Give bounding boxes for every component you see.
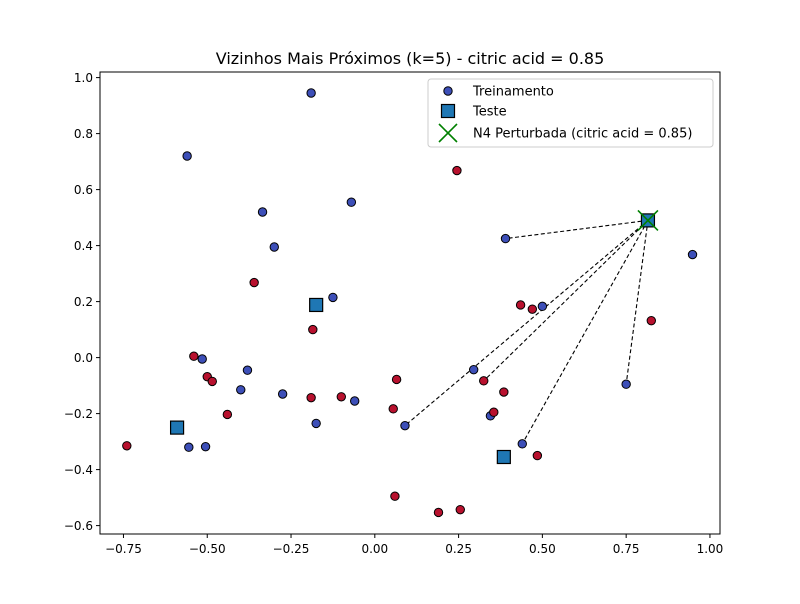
training-point [687, 249, 698, 260]
x-tick-label: 0.75 [613, 542, 640, 556]
training-point [222, 409, 233, 420]
test-point [169, 420, 185, 435]
y-tick-label: −0.2 [64, 407, 93, 421]
training-point [515, 300, 526, 310]
training-point [236, 385, 246, 395]
training-point [517, 439, 527, 449]
training-point [277, 389, 288, 399]
training-point [311, 418, 321, 429]
legend-label: Teste [472, 105, 507, 120]
training-point [328, 292, 338, 303]
plot-frame [99, 71, 721, 535]
training-point [452, 165, 462, 176]
training-point [532, 450, 543, 461]
y-tick-label: 1.0 [74, 71, 93, 85]
legend-marker-test [440, 103, 456, 119]
training-point [500, 233, 511, 244]
training-point [242, 365, 253, 375]
perturbed-point [637, 209, 659, 231]
training-point [433, 507, 444, 518]
training-point [257, 207, 268, 217]
training-point [269, 242, 279, 252]
training-point [308, 324, 318, 335]
x-tick-label: 0.25 [445, 542, 472, 556]
plot-area [122, 88, 698, 518]
neighbor-link-line [505, 219, 649, 240]
y-tick-label: 0.2 [74, 295, 93, 309]
y-tick-label: 0.0 [74, 351, 93, 365]
training-point [391, 374, 402, 385]
training-point [388, 404, 398, 414]
axes: −0.75 −0.50 −0.25 0.00 0.25 0.50 0.75 1.00 −0.6 −… [64, 71, 723, 556]
legend-marker-training [443, 86, 453, 96]
neighbor-link-line [483, 220, 649, 382]
legend-label: N4 Perturbada (citric acid = 0.85) [473, 127, 692, 142]
training-point [455, 504, 465, 515]
y-tick-label: 0.4 [74, 239, 93, 253]
chart-title: Vizinhos Mais Próximos (k=5) - citric ac… [216, 49, 605, 68]
training-point [306, 392, 316, 403]
legend-marker-perturbed [438, 123, 458, 143]
legend-x-stroke [438, 123, 458, 143]
neighbor-link-line [625, 220, 649, 385]
legend-label: Treinamento [472, 85, 554, 100]
training-point [336, 392, 346, 402]
training-point [346, 197, 357, 207]
legend: Treinamento Teste N4 Perturbada (citric ac… [427, 78, 714, 148]
training-point [489, 407, 499, 417]
test-point [309, 297, 324, 313]
training-point [197, 354, 207, 364]
training-point [306, 88, 316, 98]
training-point [207, 376, 217, 387]
training-point [189, 351, 199, 361]
x-tick-label: −0.75 [105, 542, 142, 556]
perturbed-x-stroke [637, 209, 659, 231]
x-tick-label: 0.50 [529, 542, 556, 556]
training-point [621, 379, 631, 389]
training-point [249, 277, 259, 288]
training-point [182, 151, 192, 161]
training-point [527, 304, 538, 314]
training-point [350, 396, 360, 406]
test-point [496, 449, 511, 465]
y-tick-label: −0.6 [64, 519, 93, 533]
x-tick-label: −0.50 [189, 542, 226, 556]
neighbor-link-line [404, 219, 649, 427]
x-tick-label: 0.00 [361, 542, 388, 556]
y-tick-label: 0.8 [74, 127, 93, 141]
training-point [122, 441, 132, 451]
training-point [400, 420, 410, 431]
training-point [479, 376, 489, 386]
x-tick-label: 1.00 [697, 542, 724, 556]
y-tick-label: 0.6 [74, 183, 93, 197]
training-point [184, 442, 194, 452]
training-point [646, 315, 656, 326]
neighbor-link-line [521, 220, 649, 445]
training-point [200, 441, 211, 452]
training-point [390, 491, 400, 501]
legend-box [427, 78, 714, 148]
x-tick-label: −0.25 [273, 542, 310, 556]
y-tick-label: −0.4 [64, 463, 93, 477]
training-point [537, 301, 548, 312]
training-point [499, 387, 509, 397]
training-point [468, 364, 479, 375]
